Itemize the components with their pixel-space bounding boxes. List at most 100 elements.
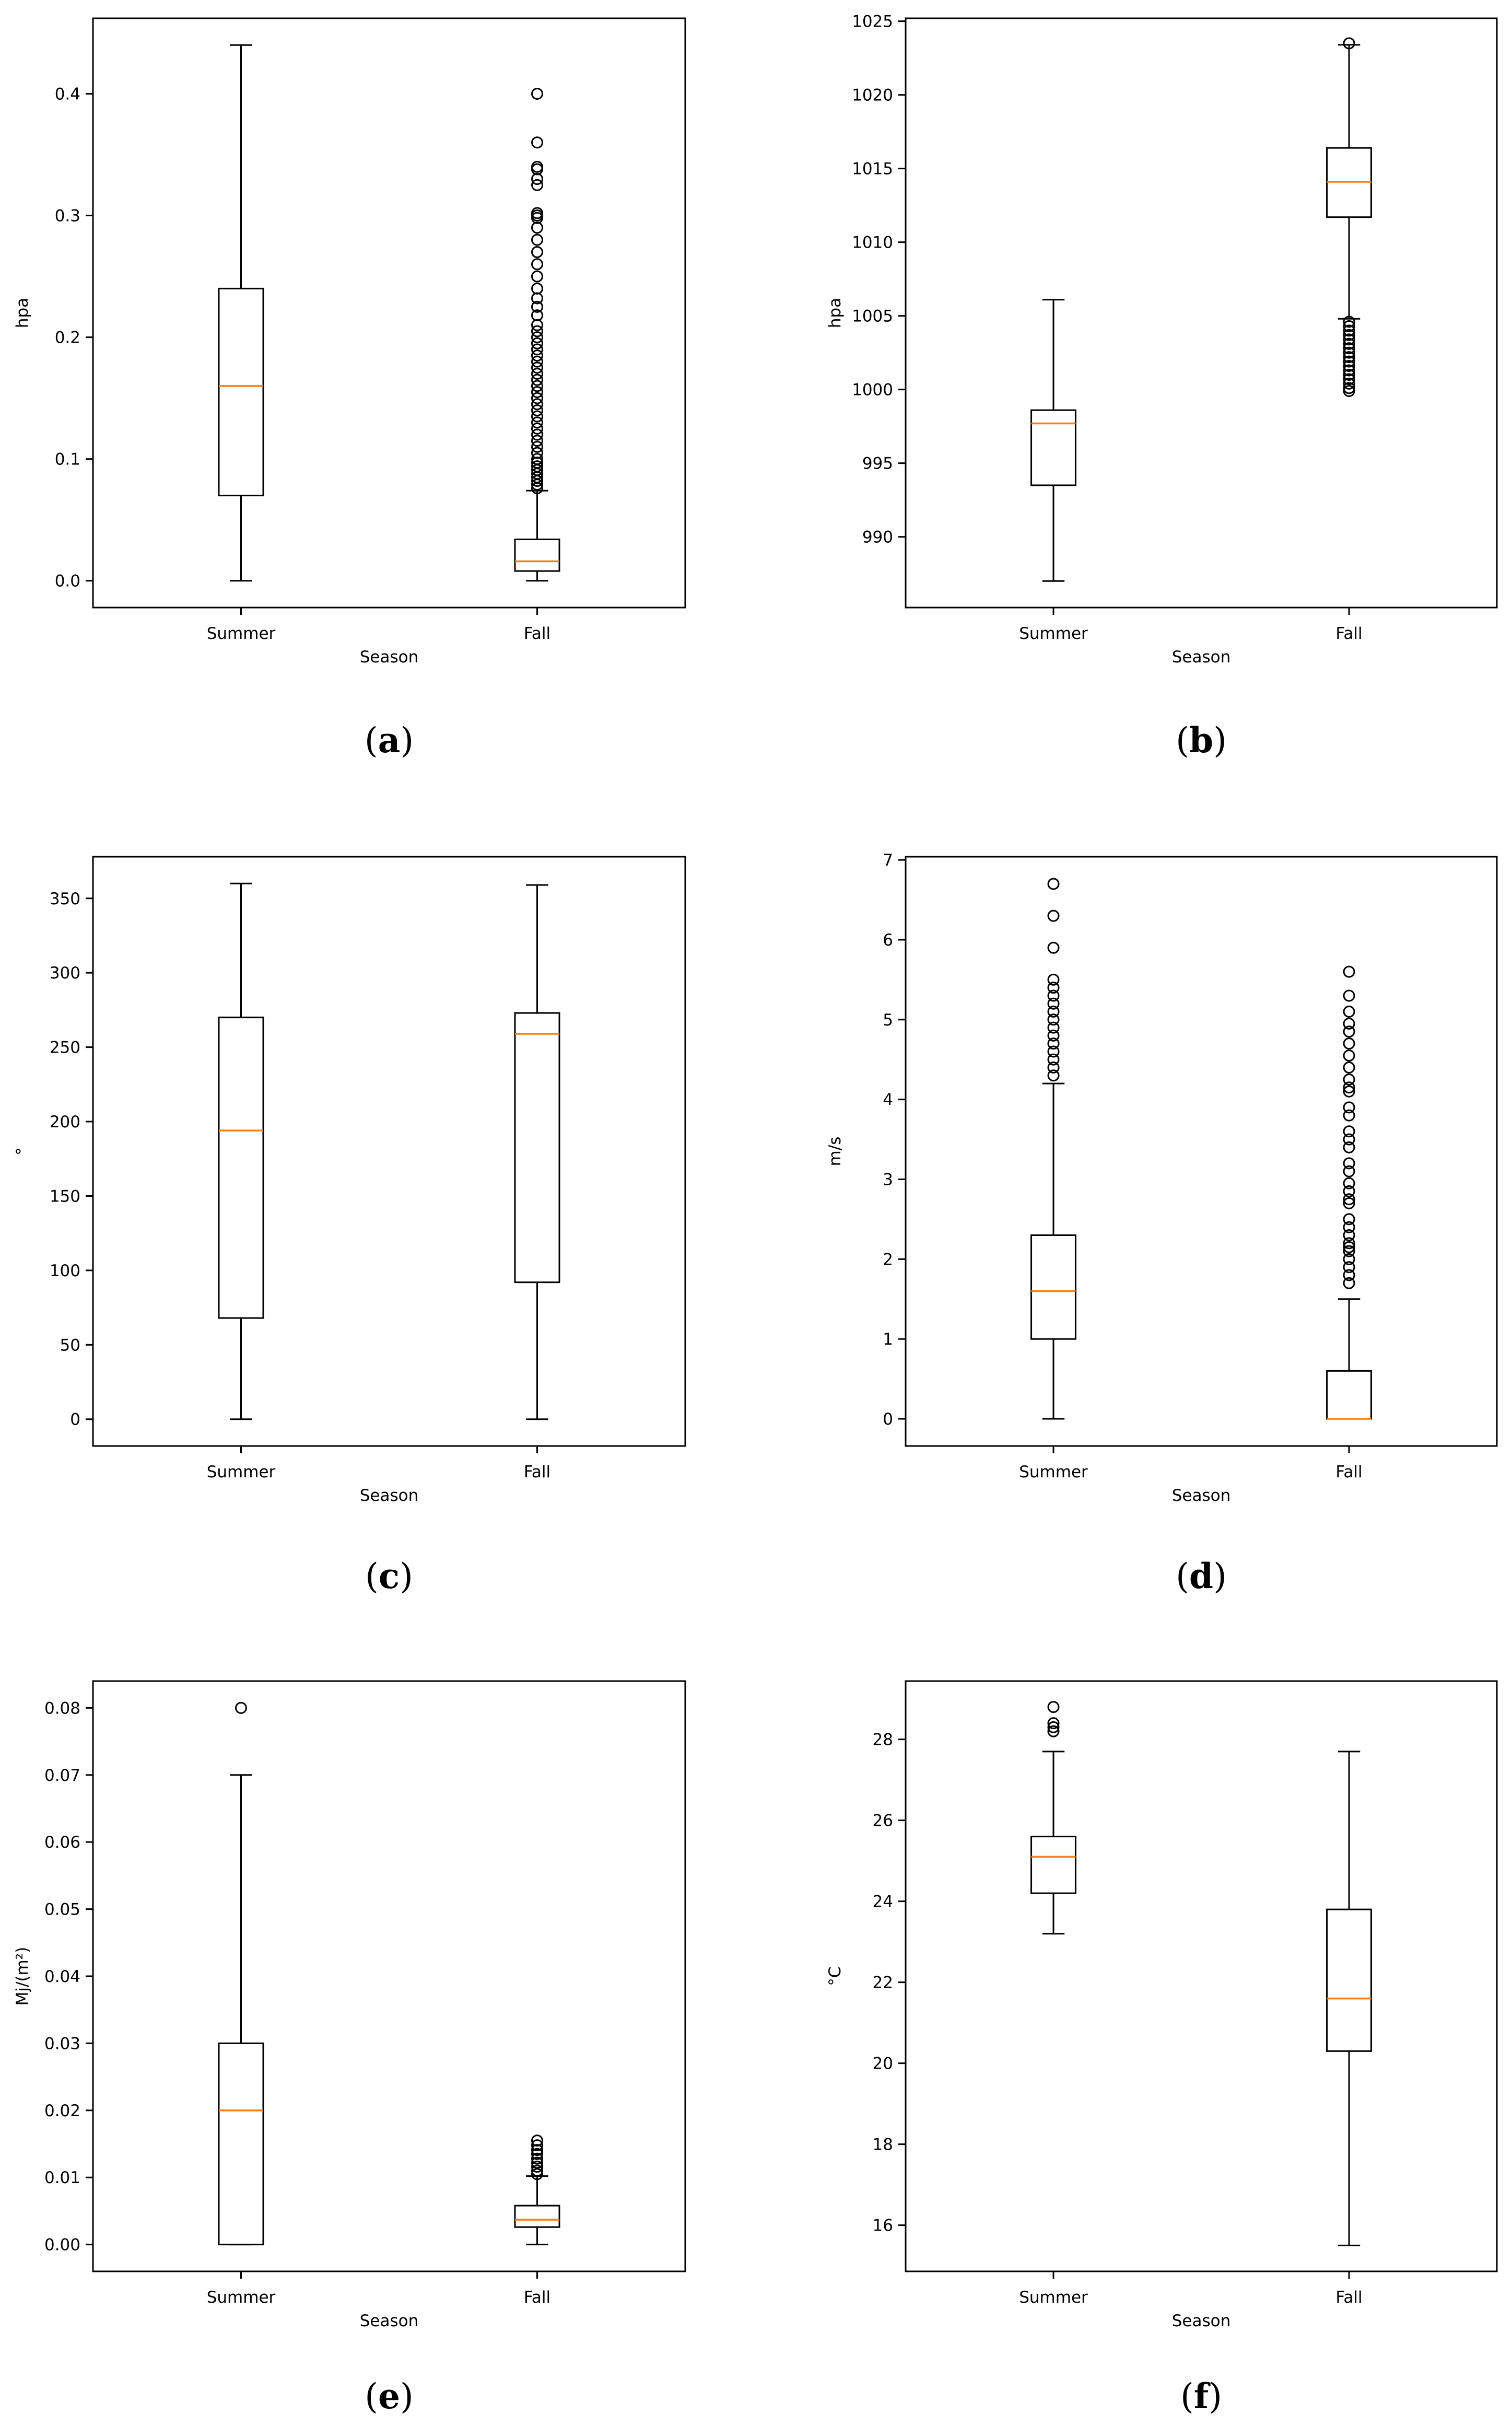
y-tick-label: 1005	[852, 307, 893, 326]
outlier-point	[1343, 965, 1355, 978]
outlier-point	[531, 2148, 543, 2160]
outlier-point	[1343, 1237, 1355, 1250]
outlier-point	[1343, 342, 1355, 355]
outlier-point	[1047, 1006, 1060, 1018]
panel-label-open: (	[365, 2376, 378, 2417]
outlier-point	[531, 2168, 543, 2180]
x-tick-label: Summer	[207, 624, 276, 643]
box-summer	[218, 882, 264, 1420]
y-tick-label: 1000	[852, 381, 893, 400]
y-tick-label: 0.06	[44, 1833, 80, 1852]
y-tick-label: 4	[883, 1091, 893, 1110]
iqr-box	[218, 1017, 264, 1319]
x-axis-label: Season	[1172, 648, 1231, 667]
panel-label-open: (	[365, 720, 378, 761]
outlier-point	[531, 355, 543, 368]
y-tick-label: 1025	[852, 13, 893, 31]
y-tick-label: 2	[883, 1250, 893, 1269]
outlier-point	[1343, 1037, 1355, 1050]
x-axis-label: Season	[1172, 1486, 1231, 1505]
box-fall	[1326, 965, 1372, 1420]
panel-label-open: (	[1180, 2376, 1194, 2417]
outlier-point	[1343, 324, 1355, 337]
y-tick-label: 200	[50, 1113, 80, 1132]
panel-label-open: (	[1176, 720, 1189, 761]
outlier-point	[531, 349, 543, 362]
outlier-point	[531, 416, 543, 429]
y-tick-label: 300	[50, 964, 80, 983]
outlier-point	[531, 374, 543, 386]
outlier-point	[1343, 1229, 1355, 1241]
y-tick-label: 5	[883, 1011, 893, 1030]
outlier-point	[1343, 1073, 1355, 1086]
outlier-point	[1047, 1062, 1060, 1074]
outlier-point	[531, 479, 543, 491]
box-summer	[218, 44, 264, 582]
outlier-point	[1343, 355, 1355, 368]
panel-label-close: )	[1213, 720, 1227, 761]
y-tick-label: 0.0	[55, 572, 80, 591]
outlier-point	[1047, 973, 1060, 986]
outlier-point	[1343, 346, 1355, 359]
outlier-point	[1343, 1101, 1355, 1114]
axes-frame	[905, 856, 1498, 1447]
outlier-point	[1343, 989, 1355, 1002]
outlier-point	[1343, 1241, 1355, 1253]
outlier-point	[531, 428, 543, 441]
x-tick-label: Fall	[524, 2288, 550, 2307]
panel-label-close: )	[400, 720, 414, 761]
outlier-point	[531, 361, 543, 374]
y-tick-label: 0	[70, 1410, 80, 1429]
y-tick-label: 150	[50, 1187, 80, 1206]
outlier-point	[1343, 364, 1355, 377]
outlier-point	[1047, 1701, 1060, 1713]
outlier-point	[1047, 878, 1060, 890]
outlier-point	[531, 2152, 543, 2165]
panel-label-letter: f	[1194, 2376, 1211, 2417]
axes-frame	[905, 1680, 1498, 2272]
y-tick-label: 0.2	[55, 329, 80, 347]
outlier-point	[1047, 941, 1060, 954]
panel-label-open: (	[365, 1556, 379, 1596]
y-axis-label: hpa	[13, 298, 32, 328]
x-tick-label: Fall	[524, 624, 550, 643]
outlier-point	[1343, 337, 1355, 350]
y-tick-label: 0.07	[44, 1766, 80, 1785]
outlier-point	[1047, 989, 1060, 1002]
outlier-point	[1343, 1109, 1355, 1122]
outlier-point	[1343, 1221, 1355, 1233]
outlier-point	[1343, 1062, 1355, 1074]
panel-c: 0 50 100 150 200 250 300 350 Summer Fall Season ° (c…	[13, 856, 686, 1596]
outlier-point	[531, 179, 543, 191]
outlier-point	[235, 1701, 247, 1714]
y-tick-label: 0.1	[55, 450, 80, 469]
outlier-point	[1047, 909, 1060, 922]
outlier-point	[1343, 1193, 1355, 1206]
outlier-point	[1047, 1013, 1060, 1026]
outlier-point	[1047, 982, 1060, 994]
box-summer	[1030, 299, 1076, 582]
outlier-point	[531, 422, 543, 435]
y-tick-label: 0.02	[44, 2102, 80, 2120]
outlier-point	[531, 2164, 543, 2177]
y-tick-label: 1015	[852, 160, 893, 179]
box-fall	[1326, 37, 1372, 397]
outlier-point	[1343, 1277, 1355, 1289]
outlier-point	[531, 221, 543, 234]
outlier-point	[1047, 1725, 1060, 1737]
y-axis-label: m/s	[826, 1137, 845, 1167]
panel-label-close: )	[1209, 2376, 1222, 2417]
y-axis-label: hpa	[826, 298, 845, 328]
outlier-point	[531, 331, 543, 344]
outlier-point	[531, 482, 543, 495]
outlier-point	[531, 2139, 543, 2152]
outlier-point	[1343, 1197, 1355, 1209]
iqr-box	[514, 1012, 560, 1284]
x-axis-label: Season	[360, 648, 419, 667]
panel-label: (b)	[1176, 720, 1227, 761]
outlier-point	[1343, 1245, 1355, 1257]
outlier-point	[1047, 1721, 1060, 1733]
panel-label-letter: d	[1189, 1556, 1213, 1596]
panel-label-letter: e	[378, 2376, 400, 2417]
